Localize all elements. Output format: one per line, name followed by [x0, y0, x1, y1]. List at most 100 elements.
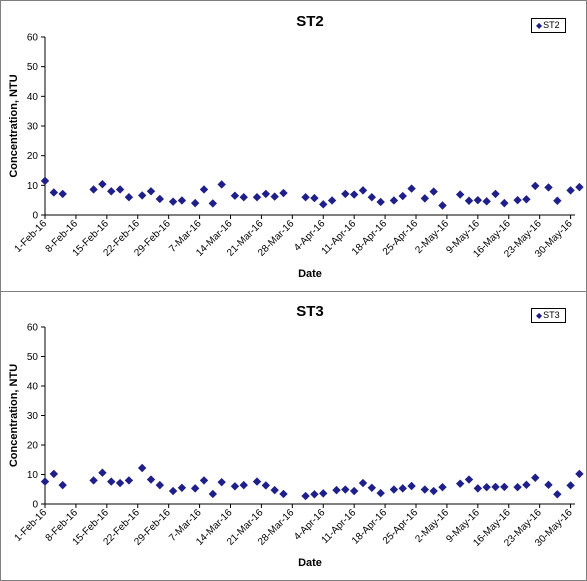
data-point-diamond: [168, 197, 178, 206]
data-point-diamond: [217, 477, 226, 487]
chart-title: ST2: [296, 13, 324, 30]
data-point-diamond: [531, 473, 540, 482]
data-point-diamond: [553, 196, 562, 205]
data-point-diamond: [168, 486, 178, 496]
data-point-diamond: [310, 490, 319, 499]
legend-diamond-icon: ◆: [536, 21, 543, 30]
y-tick-label: 40: [27, 382, 39, 393]
data-point-diamond: [190, 198, 200, 208]
st3-legend: ◆ST3: [531, 308, 566, 323]
data-point-diamond: [553, 490, 562, 499]
data-point-diamond: [177, 196, 187, 205]
data-point-diamond: [575, 182, 584, 192]
data-point-diamond: [367, 483, 377, 492]
data-point-diamond: [40, 176, 50, 186]
data-point-diamond: [332, 485, 341, 495]
data-point-diamond: [137, 191, 147, 200]
y-tick-label: 50: [27, 62, 39, 73]
data-point-diamond: [491, 482, 500, 492]
data-point-diamond: [40, 477, 50, 486]
data-point-diamond: [177, 483, 187, 492]
data-point-diamond: [500, 198, 509, 208]
data-point-diamond: [310, 193, 319, 203]
data-point-diamond: [522, 195, 531, 204]
data-point-diamond: [531, 181, 540, 191]
data-point-diamond: [89, 476, 98, 485]
data-point-diamond: [455, 479, 465, 488]
data-point-diamond: [513, 482, 522, 492]
data-point-diamond: [420, 194, 430, 203]
data-point-diamond: [438, 482, 447, 492]
chart-panel-st2: ST2 0 10 20 30 40 50 60 1-Feb-16 8-Feb-16 15-Feb-1…: [0, 0, 587, 292]
data-point-diamond: [376, 488, 385, 498]
data-point-diamond: [146, 475, 156, 484]
data-point-diamond: [208, 489, 218, 499]
x-tick-label: 1-Feb-16: [13, 218, 50, 255]
y-axis-title: Concentration, NTU: [8, 364, 20, 467]
data-point-diamond: [261, 481, 271, 490]
data-point-diamond: [438, 201, 447, 210]
data-point-diamond: [389, 196, 399, 205]
legend-label: ST2: [543, 20, 560, 30]
data-point-diamond: [261, 189, 271, 199]
y-tick-label: 20: [27, 441, 39, 452]
data-point-diamond: [230, 191, 240, 200]
data-point-diamond: [473, 484, 483, 493]
data-point-diamond: [230, 482, 240, 491]
data-point-diamond: [270, 192, 279, 201]
data-point-diamond: [107, 477, 116, 486]
data-point-diamond: [464, 196, 474, 205]
data-point-diamond: [358, 186, 368, 195]
legend-diamond-icon: ◆: [536, 311, 543, 320]
data-point-diamond: [239, 193, 248, 202]
st3-scatter-chart: ST301020304050601-Feb-168-Feb-1615-Feb-1…: [8, 303, 584, 569]
data-point-diamond: [319, 200, 328, 209]
data-point-diamond: [98, 179, 107, 189]
data-point-diamond: [349, 486, 359, 496]
data-point-diamond: [398, 484, 407, 493]
data-point-diamond: [544, 480, 553, 490]
data-point-diamond: [341, 189, 350, 199]
st2-legend: ◆ST2: [531, 18, 566, 33]
data-point-diamond: [566, 186, 575, 195]
y-tick-label: 40: [27, 92, 39, 103]
data-point-diamond: [500, 482, 509, 492]
data-point-diamond: [349, 190, 359, 199]
data-point-diamond: [398, 191, 407, 201]
y-tick-label: 60: [27, 323, 39, 334]
x-axis-title: Date: [298, 268, 322, 280]
data-point-diamond: [58, 189, 67, 199]
data-point-diamond: [464, 475, 474, 484]
data-point-diamond: [98, 468, 107, 477]
chart-panel-st3: ST3 0 10 20 30 40 50 60 1-Feb-16 8-Feb-16 15-Feb-1…: [0, 291, 587, 581]
data-point-diamond: [482, 197, 491, 206]
data-point-diamond: [301, 193, 310, 202]
data-point-diamond: [491, 189, 500, 199]
data-point-diamond: [208, 199, 218, 208]
data-point-diamond: [473, 195, 483, 205]
y-tick-label: 20: [27, 151, 39, 162]
data-point-diamond: [155, 194, 165, 204]
y-tick-label: 10: [27, 470, 39, 481]
data-point-diamond: [49, 188, 59, 197]
data-point-diamond: [155, 480, 165, 490]
data-point-diamond: [239, 480, 248, 490]
data-point-diamond: [146, 187, 156, 196]
data-point-diamond: [89, 185, 98, 194]
data-point-diamond: [279, 188, 288, 198]
data-point-diamond: [279, 489, 288, 499]
data-point-diamond: [49, 469, 59, 479]
y-tick-label: 10: [27, 181, 39, 192]
data-point-diamond: [124, 476, 134, 485]
y-tick-label: 30: [27, 122, 39, 133]
data-point-diamond: [429, 187, 438, 196]
data-point-diamond: [301, 491, 310, 501]
data-point-diamond: [137, 463, 147, 473]
x-axis-title: Date: [298, 557, 322, 569]
data-point-diamond: [420, 485, 430, 494]
data-point-diamond: [341, 485, 350, 494]
y-tick-label: 50: [27, 352, 39, 363]
data-point-diamond: [199, 185, 209, 194]
data-point-diamond: [367, 193, 377, 202]
y-tick-label: 0: [32, 500, 38, 511]
